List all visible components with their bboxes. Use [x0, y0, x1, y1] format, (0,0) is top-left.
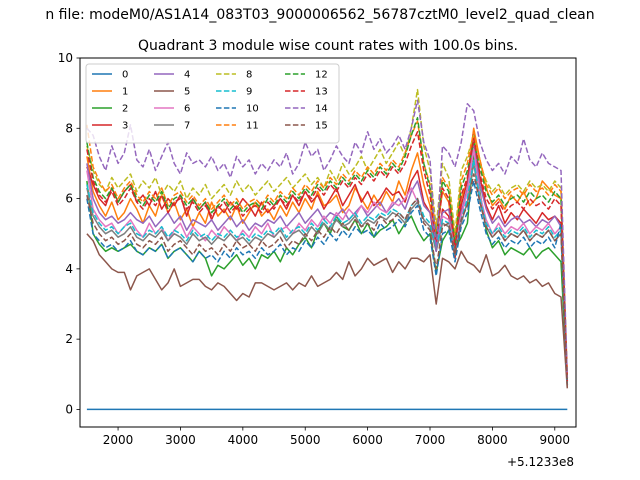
- plot-frame: [79, 57, 577, 428]
- series-layer: [86, 88, 569, 411]
- x-tick-label: 8000: [477, 433, 508, 447]
- legend-label-0: 0: [122, 70, 128, 81]
- series-line-14: [86, 99, 569, 378]
- legend-label-12: 12: [315, 70, 328, 81]
- y-tick-label: 6: [65, 192, 73, 206]
- x-axis: 2000 3000 4000 5000 6000 7000 8000 9000: [103, 427, 570, 447]
- series-line-8: [86, 88, 569, 378]
- series-line-12: [86, 116, 569, 382]
- legend-label-14: 14: [315, 104, 328, 115]
- x-tick-label: 3000: [165, 433, 196, 447]
- legend-label-5: 5: [184, 87, 190, 98]
- suptitle: n file: modeM0/AS1A14_083T03_9000006562_…: [45, 7, 594, 23]
- legend-label-4: 4: [184, 70, 190, 81]
- y-tick-label: 8: [65, 121, 73, 135]
- y-axis: 0 2 4 6 8 10: [58, 51, 80, 416]
- legend-label-11: 11: [246, 121, 259, 132]
- legend-label-2: 2: [122, 104, 128, 115]
- legend-label-10: 10: [246, 104, 259, 115]
- x-offset-label: +5.1233e8: [507, 455, 574, 469]
- series-line-3: [86, 131, 569, 378]
- legend-box: [85, 63, 340, 144]
- x-tick-label: 6000: [352, 433, 383, 447]
- x-tick-label: 7000: [415, 433, 446, 447]
- series-line-4: [86, 141, 569, 382]
- series-line-5: [86, 233, 569, 389]
- x-tick-label: 9000: [540, 433, 571, 447]
- legend-label-7: 7: [184, 121, 190, 132]
- y-tick-label: 4: [65, 262, 73, 276]
- legend-label-15: 15: [315, 121, 328, 132]
- series-line-15: [86, 173, 569, 389]
- legend-label-6: 6: [184, 104, 190, 115]
- x-tick-label: 5000: [290, 433, 321, 447]
- legend-label-9: 9: [246, 87, 252, 98]
- legend-label-1: 1: [122, 87, 128, 98]
- y-tick-label: 2: [65, 332, 73, 346]
- series-line-13: [86, 131, 569, 382]
- x-tick-label: 2000: [103, 433, 134, 447]
- y-tick-label: 0: [65, 402, 73, 416]
- series-line-9: [86, 159, 569, 385]
- series-line-10: [86, 180, 569, 385]
- x-tick-label: 4000: [228, 433, 259, 447]
- series-line-11: [86, 120, 569, 378]
- legend-label-13: 13: [315, 87, 328, 98]
- y-tick-label: 10: [58, 51, 73, 65]
- chart-title: Quadrant 3 module wise count rates with …: [138, 38, 518, 54]
- legend-label-3: 3: [122, 121, 128, 132]
- legend-label-8: 8: [246, 70, 252, 81]
